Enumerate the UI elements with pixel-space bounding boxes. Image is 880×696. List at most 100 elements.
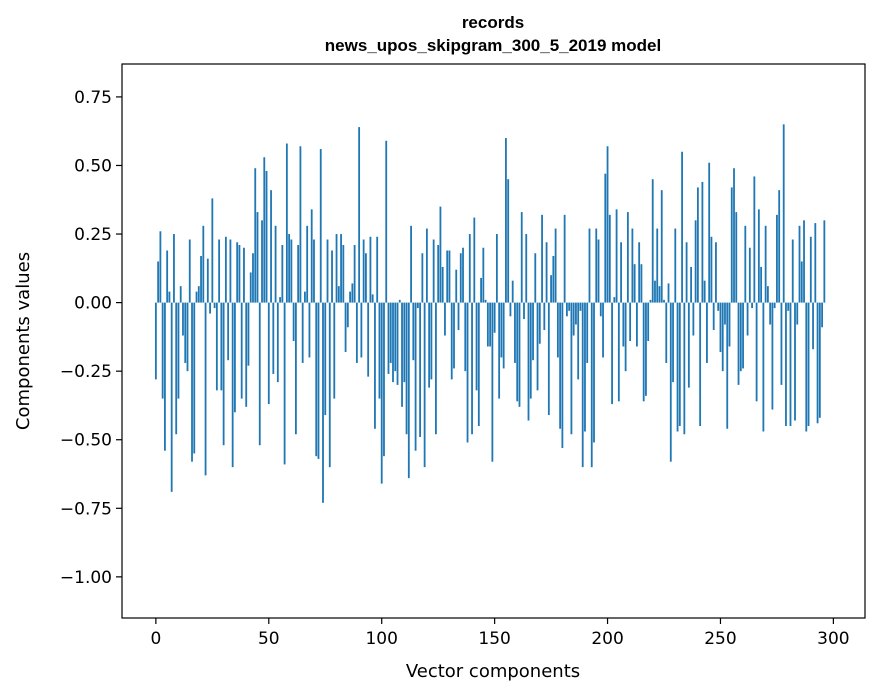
bar [475,302,478,391]
bar [654,280,656,303]
bar [272,302,275,374]
bar [572,302,575,336]
bar [780,302,783,385]
bar [649,299,652,303]
bar [683,302,686,435]
bar [701,181,704,303]
bar [516,302,519,402]
bar [785,302,787,427]
bar [676,302,679,432]
bar [728,302,731,347]
bar [744,225,747,303]
bar [157,261,160,303]
bar [703,280,706,303]
bar [423,302,426,468]
bar [523,302,525,320]
y-tick-label: −0.75 [60,499,112,519]
bar [606,146,609,303]
bar [383,302,385,457]
bar [276,302,279,383]
bar [243,247,245,303]
bar [663,299,665,303]
chart-title: records [462,13,524,32]
bar [310,209,313,303]
bar [254,168,257,303]
bar [636,302,638,347]
bar [529,302,532,399]
bar [554,228,557,303]
bar [358,127,361,303]
bar [577,302,580,380]
bar [394,302,397,372]
bar [267,302,270,405]
bar [263,157,266,303]
bar [538,302,541,344]
bar [331,250,333,303]
bar [563,214,566,303]
bar [186,302,189,372]
bar [274,225,277,303]
bar [514,302,516,363]
bar [534,253,537,303]
bar [509,302,512,317]
bar [753,176,756,303]
bar [200,255,202,303]
bar [407,302,410,479]
bar [294,302,297,435]
bar [640,264,643,303]
x-tick-label: 0 [150,629,161,649]
bar [430,302,433,380]
bar [480,277,482,303]
bar [809,236,812,303]
bar [412,302,415,361]
y-axis-ticks: 0.75 0.50 0.25 0.00 −0.25 −0.50 −0.75 −1.00 [60,88,122,588]
bar [335,234,338,303]
bar [500,302,503,358]
bar [301,302,304,363]
bar [308,302,311,358]
bar [455,269,458,303]
bar [608,214,611,303]
bar [322,302,324,503]
bar [261,220,263,303]
bar [633,264,636,303]
bar [355,302,358,363]
bar [708,162,711,303]
bar [403,302,406,383]
bar [283,302,286,465]
y-tick-label: 0.75 [74,88,112,108]
x-axis-label: Vector components [406,661,580,682]
bar [378,302,381,399]
bar [541,214,543,303]
bar [249,272,252,303]
y-tick-label: −0.25 [60,362,112,382]
bar [791,239,794,303]
bar [245,302,248,407]
bar [252,253,254,303]
bar [188,239,191,303]
chart-subtitle: news_upos_skipgram_300_5_2019 model [325,36,661,55]
bar [247,302,250,366]
bar [204,302,207,476]
bar [362,239,365,303]
bar [525,234,528,303]
bar [439,206,442,303]
x-tick-label: 50 [258,629,280,649]
bar [459,253,462,303]
bar [764,225,767,303]
bar [215,302,218,391]
bar [462,247,464,303]
bar [410,225,412,303]
bar [448,250,451,303]
bar [211,198,214,303]
bar [168,291,171,303]
bar [317,302,320,459]
bar [647,302,650,341]
bar [175,302,178,435]
bar [184,302,187,363]
bar [482,247,485,303]
x-tick-label: 300 [817,629,849,649]
bar [234,302,236,413]
bar [536,302,539,391]
bar [401,302,403,407]
